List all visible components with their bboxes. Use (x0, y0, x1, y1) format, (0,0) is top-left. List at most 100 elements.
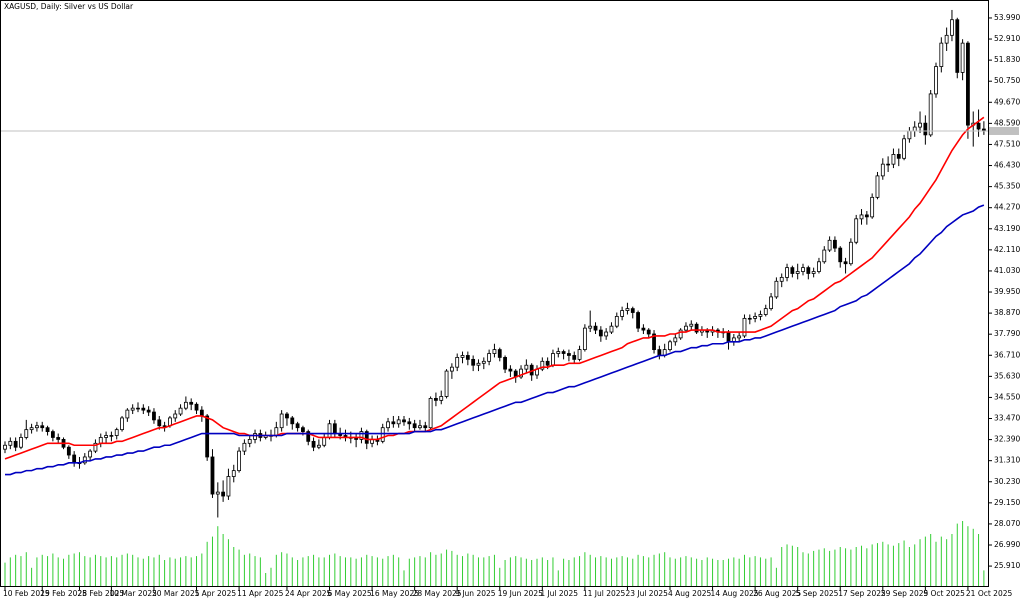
candle-body (173, 413, 178, 419)
candle-body (316, 444, 321, 448)
candle-body (551, 353, 555, 366)
candle-body (790, 267, 795, 274)
candle-body (843, 261, 848, 265)
candle-body (923, 122, 928, 136)
candle-body (912, 126, 917, 132)
candle-body (481, 360, 486, 364)
y-tick-label: 26.990 (994, 540, 1020, 549)
y-tick-label: 49.670 (994, 97, 1020, 106)
candle-body (976, 122, 981, 130)
candle-body (434, 398, 438, 401)
candle-body (769, 296, 773, 310)
candle-body (428, 398, 433, 429)
x-tick-label: 4 Aug 2025 (668, 589, 711, 598)
x-tick-label: 29 Sep 2025 (881, 589, 929, 598)
candle-body (811, 271, 816, 274)
x-tick-label: 23 Jul 2025 (625, 589, 668, 598)
candle-body (747, 317, 752, 320)
x-tick-label: 11 Jul 2025 (583, 589, 626, 598)
candle-body (465, 355, 470, 360)
candle-body (242, 442, 247, 452)
x-tick-label: 6 May 2025 (328, 589, 372, 598)
candle-body (801, 267, 805, 272)
candle-body (471, 358, 476, 366)
candle-body (332, 423, 337, 434)
candle-body (24, 429, 29, 438)
candle-body (8, 440, 13, 446)
candle-body (758, 314, 763, 317)
y-tick-label: 52.910 (994, 34, 1020, 43)
candle-body (396, 419, 401, 425)
candle-body (641, 327, 646, 331)
x-tick-label: 10 Mar 2025 (109, 589, 157, 598)
candle-body (806, 267, 811, 274)
candle-body (934, 66, 938, 95)
candle-body (785, 267, 789, 278)
candle-body (157, 419, 162, 427)
y-tick-label: 51.830 (994, 55, 1020, 64)
candle-body (870, 196, 875, 218)
candle-body (689, 323, 694, 327)
candle-body (183, 401, 188, 409)
y-tick-label: 42.110 (994, 245, 1020, 254)
candle-body (556, 351, 561, 354)
candle-body (598, 329, 603, 337)
candle-body (449, 366, 454, 372)
candle-body (567, 353, 571, 356)
x-tick-label: 21 Oct 2025 (966, 589, 1013, 598)
candle-body (221, 491, 226, 497)
candle-body (72, 454, 77, 464)
candle-body (93, 442, 98, 452)
candle-body (162, 425, 167, 427)
candle-body (907, 130, 912, 140)
candle-body (439, 396, 444, 401)
candle-body (402, 419, 406, 423)
y-tick-label: 36.710 (994, 350, 1020, 359)
candle-body (359, 431, 364, 440)
x-tick-label: 1 Apr 2025 (195, 589, 237, 598)
candle-body (301, 427, 305, 432)
candle-body (306, 431, 311, 442)
x-tick-label: 1 Jul 2025 (540, 589, 578, 598)
candle-body (497, 349, 502, 358)
candle-body (391, 421, 396, 425)
candle-body (668, 341, 672, 351)
candle-body (955, 19, 960, 73)
price-pane (0, 9, 988, 518)
x-tick-label: 28 Feb 2025 (77, 589, 124, 598)
x-tick-label: 24 Apr 2025 (285, 589, 332, 598)
y-tick-label: 33.470 (994, 414, 1020, 423)
candle-body (657, 349, 662, 356)
y-tick-label: 41.030 (994, 266, 1020, 275)
candle-body (763, 308, 768, 315)
candle-body (125, 409, 130, 419)
candle-body (646, 329, 651, 335)
candle-body (130, 407, 135, 411)
candle-body (205, 415, 210, 458)
candle-body (364, 431, 369, 444)
candle-body (630, 308, 635, 313)
candle-body (880, 163, 885, 177)
candle-body (82, 456, 87, 464)
volume-pane (4, 521, 985, 586)
candle-body (614, 316, 619, 327)
candle-body (636, 312, 640, 329)
candle-body (460, 355, 465, 358)
y-tick-label: 30.230 (994, 477, 1020, 486)
candle-body (35, 425, 39, 429)
candle-body (519, 368, 523, 378)
candle-body (311, 440, 316, 448)
candle-body (673, 337, 678, 343)
candle-body (609, 325, 614, 333)
x-tick-label: 19 Feb 2025 (40, 589, 87, 598)
candle-body (290, 417, 295, 425)
candle-body (779, 276, 784, 282)
y-tick-label: 45.350 (994, 182, 1020, 191)
y-tick-label: 39.950 (994, 287, 1020, 296)
candle-body (588, 325, 593, 329)
y-tick-label: 48.590 (994, 118, 1020, 127)
y-tick-label: 38.870 (994, 308, 1020, 317)
candle-body (45, 427, 50, 432)
candle-body (56, 437, 61, 440)
